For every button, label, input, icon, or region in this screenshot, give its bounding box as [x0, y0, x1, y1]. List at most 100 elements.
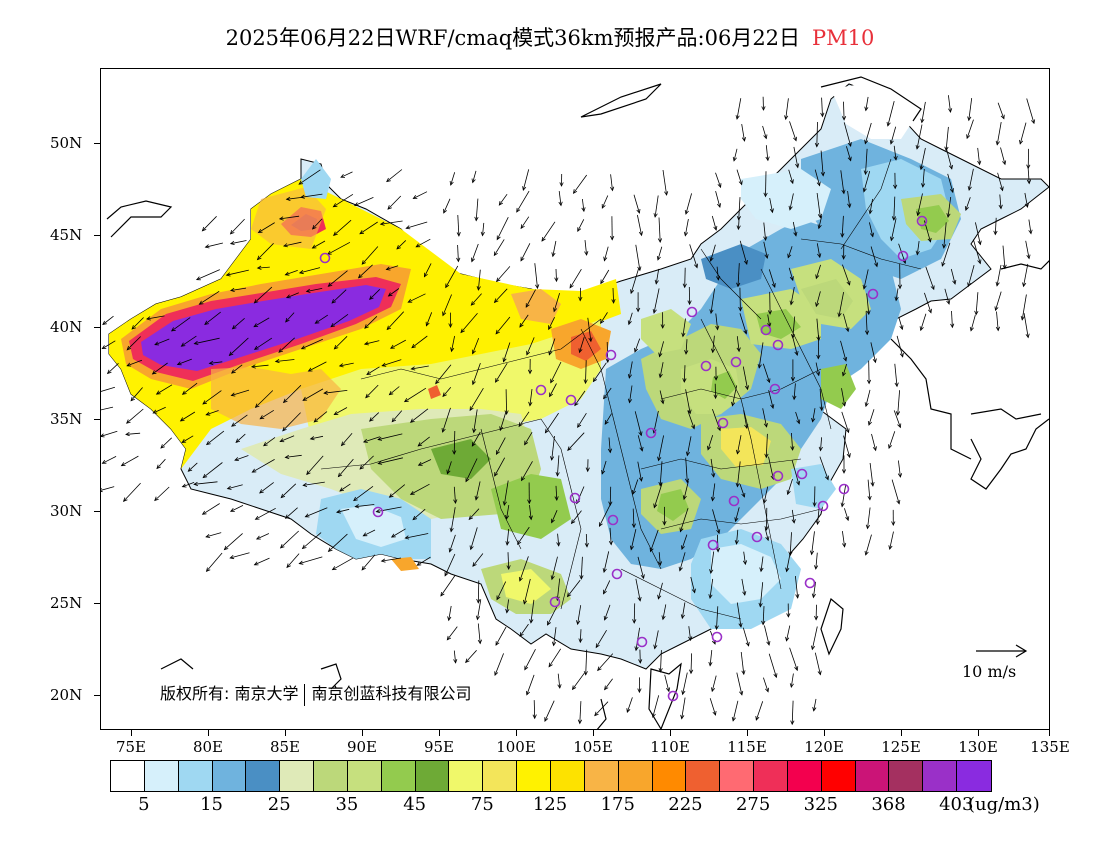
wind-arrow-head — [948, 108, 953, 114]
wind-arrow — [389, 484, 406, 498]
wind-arrow — [690, 653, 692, 674]
wind-arrow — [413, 191, 428, 199]
wind-arrow — [743, 410, 748, 429]
copyright-separator — [304, 683, 306, 706]
wind-arrow-head — [764, 526, 769, 531]
wind-arrow-head — [278, 216, 284, 221]
colorbar-swatch — [449, 761, 484, 791]
wind-arrow — [603, 387, 612, 399]
lon-label-95e: 95E — [423, 738, 455, 756]
wind-arrow-head — [636, 208, 641, 214]
wind-arrow — [815, 552, 818, 570]
wind-arrow-head — [715, 325, 720, 331]
wind-arrow — [285, 312, 295, 323]
wind-arrow — [843, 435, 851, 458]
wind-arrow — [231, 389, 250, 396]
wind-arrow-head — [717, 183, 722, 189]
wind-arrow — [871, 433, 877, 451]
wind-arrow — [580, 556, 583, 579]
wind-arrow-head — [155, 390, 161, 395]
lon-tick — [131, 729, 132, 736]
wind-arrow-head — [817, 670, 822, 676]
wind-arrow — [685, 193, 692, 215]
wind-arrow-head — [651, 713, 656, 718]
lon-tick — [439, 729, 440, 736]
wind-arrow — [231, 414, 248, 427]
wind-arrow — [584, 240, 587, 256]
colorbar-swatch — [855, 761, 890, 791]
wind-arrow — [865, 534, 872, 556]
copyright-left: 版权所有: 南京大学 — [160, 684, 299, 703]
wind-arrow — [680, 508, 689, 532]
wind-arrow — [470, 527, 478, 550]
wind-arrow-head — [522, 186, 527, 191]
wind-arrow-head — [816, 354, 821, 360]
wind-arrow — [763, 241, 768, 259]
wind-arrow-head — [785, 636, 790, 642]
wind-arrow-head — [502, 501, 507, 506]
wind-arrow-head — [899, 325, 904, 331]
wind-arrow-head — [366, 370, 372, 375]
lon-label-100e: 100E — [496, 738, 536, 756]
wind-arrow-head — [520, 256, 525, 262]
wind-arrow-head — [453, 658, 458, 664]
wind-arrow-head — [1002, 264, 1007, 270]
wind-arrow-head — [469, 545, 474, 551]
wind-arrow — [739, 483, 745, 498]
wind-arrow — [637, 435, 643, 452]
wind-arrow — [230, 287, 247, 291]
wind-arrow-head — [499, 426, 504, 432]
wind-arrow-head — [505, 541, 510, 546]
wind-arrow-head — [521, 476, 526, 482]
wind-arrow-head — [448, 547, 453, 553]
pm10-map — [101, 76, 1049, 729]
wind-arrow-head — [895, 411, 901, 416]
colorbar-swatch — [178, 761, 213, 791]
wind-arrow — [418, 459, 432, 466]
wind-arrow-head — [279, 544, 285, 549]
wind-arrow-head — [446, 469, 451, 475]
wind-arrow — [762, 408, 767, 427]
wind-arrow-head — [847, 156, 852, 162]
wind-arrow — [864, 122, 872, 144]
wind-reference-arrow — [976, 644, 1028, 658]
copyright-right: 南京创蓝科技有限公司 — [311, 684, 472, 703]
wind-arrow-head — [181, 483, 187, 488]
wind-arrow-head — [339, 487, 344, 492]
wind-arrow-head — [282, 398, 288, 404]
wind-arrow — [925, 266, 935, 290]
wind-arrow-head — [502, 357, 507, 363]
wind-arrow-head — [681, 545, 685, 551]
wind-arrow — [153, 406, 166, 414]
wind-arrow — [1023, 313, 1029, 338]
wind-arrow — [1026, 98, 1035, 124]
wind-arrow-head — [541, 237, 546, 242]
wind-arrow — [628, 312, 633, 325]
wind-arrow-head — [732, 156, 737, 162]
wind-arrow-head — [278, 348, 284, 353]
wind-arrow-head — [977, 259, 982, 265]
wind-arrow — [286, 292, 299, 299]
wind-arrow-head — [609, 186, 615, 192]
wind-arrow — [283, 385, 302, 403]
wind-arrow — [943, 222, 947, 248]
wind-arrow — [707, 434, 714, 450]
wind-arrow-head — [357, 273, 363, 279]
wind-arrow-head — [577, 227, 582, 233]
wind-arrow-head — [921, 183, 926, 188]
wind-arrow — [1027, 167, 1030, 184]
lon-label-120e: 120E — [804, 738, 844, 756]
wind-arrow — [577, 219, 585, 232]
wind-arrow-head — [683, 231, 689, 237]
wind-arrow — [995, 291, 1002, 311]
wind-arrow-head — [505, 608, 510, 614]
wind-arrow-head — [866, 379, 872, 385]
wind-arrow-head — [588, 337, 593, 343]
wind-arrow — [545, 412, 559, 433]
wind-arrow-head — [450, 347, 455, 353]
wind-arrow — [634, 338, 641, 353]
wind-arrow-head — [816, 181, 821, 187]
wind-arrow — [737, 263, 740, 287]
lon-tick — [1049, 729, 1050, 736]
wind-arrow — [842, 531, 845, 547]
